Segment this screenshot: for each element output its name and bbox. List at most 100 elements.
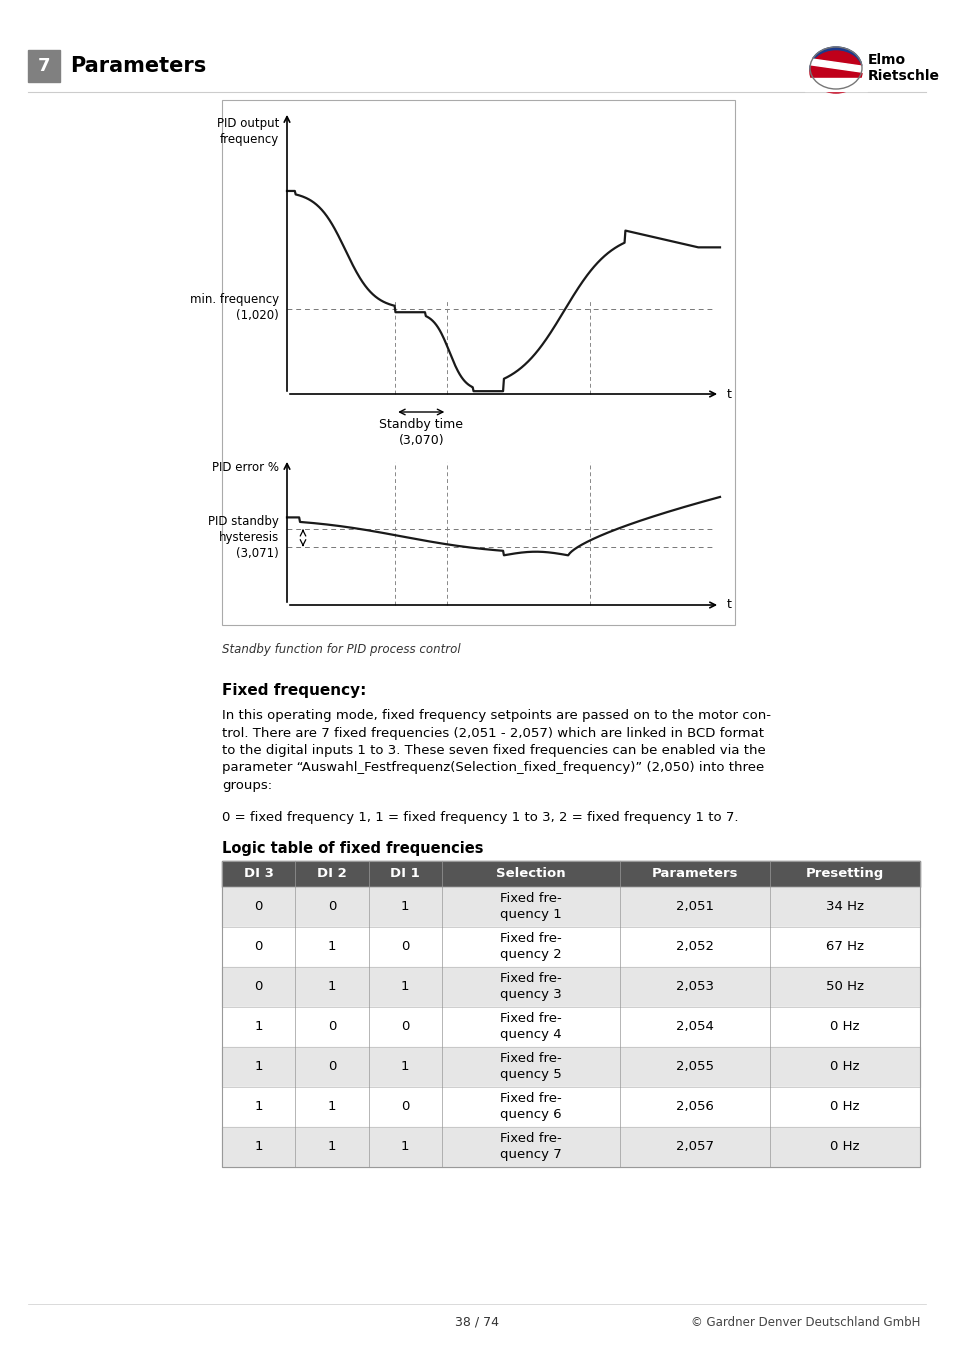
Text: 1: 1: [327, 1139, 335, 1153]
Text: 2,054: 2,054: [676, 1021, 713, 1033]
Text: t: t: [726, 387, 731, 401]
Bar: [222, 860, 919, 1166]
Text: 0: 0: [328, 1021, 335, 1033]
Bar: [222, 860, 295, 887]
Bar: [619, 1007, 769, 1046]
Text: © Gardner Denver Deutschland GmbH: © Gardner Denver Deutschland GmbH: [690, 1315, 919, 1328]
Bar: [619, 887, 769, 926]
Text: 0: 0: [254, 940, 263, 953]
Text: 7: 7: [38, 57, 51, 76]
Bar: [619, 1046, 769, 1087]
Bar: [295, 967, 368, 1007]
Bar: [769, 1087, 919, 1126]
Text: t: t: [726, 598, 731, 612]
Bar: [222, 1126, 295, 1166]
Bar: [619, 1126, 769, 1166]
Text: Fixed fre-
quency 1: Fixed fre- quency 1: [499, 892, 561, 921]
Text: 2,057: 2,057: [675, 1139, 713, 1153]
Text: Fixed fre-
quency 4: Fixed fre- quency 4: [499, 1012, 561, 1041]
Text: groups:: groups:: [222, 779, 272, 792]
Text: 1: 1: [400, 1139, 409, 1153]
Bar: [368, 1046, 441, 1087]
Text: 0: 0: [254, 900, 263, 913]
Text: 1: 1: [400, 1060, 409, 1073]
Bar: [295, 926, 368, 967]
Bar: [769, 860, 919, 887]
Bar: [441, 926, 619, 967]
Text: 0 Hz: 0 Hz: [829, 1060, 859, 1073]
Text: Elmo: Elmo: [867, 53, 905, 68]
Text: Fixed fre-
quency 3: Fixed fre- quency 3: [499, 972, 561, 1000]
Bar: [441, 1046, 619, 1087]
Bar: [222, 967, 295, 1007]
Text: 1: 1: [327, 980, 335, 994]
Text: DI 3: DI 3: [243, 867, 274, 880]
Text: 0: 0: [328, 1060, 335, 1073]
Bar: [368, 1007, 441, 1046]
Text: 38 / 74: 38 / 74: [455, 1315, 498, 1328]
Text: trol. There are 7 fixed frequencies (2,051 - 2,057) which are linked in BCD form: trol. There are 7 fixed frequencies (2,0…: [222, 726, 763, 740]
Text: DI 2: DI 2: [316, 867, 347, 880]
Bar: [441, 967, 619, 1007]
Text: Standby time
(3,070): Standby time (3,070): [379, 418, 463, 447]
Bar: [295, 1126, 368, 1166]
Bar: [222, 100, 734, 625]
Text: 0: 0: [328, 900, 335, 913]
Text: PID error %: PID error %: [212, 460, 278, 474]
Text: 2,053: 2,053: [675, 980, 713, 994]
Text: min. frequency
(1,020): min. frequency (1,020): [190, 293, 278, 321]
Bar: [441, 887, 619, 926]
Bar: [295, 1007, 368, 1046]
Text: DI 1: DI 1: [390, 867, 419, 880]
Bar: [441, 1087, 619, 1126]
Bar: [619, 926, 769, 967]
Text: PID standby
hysteresis
(3,071): PID standby hysteresis (3,071): [208, 516, 278, 560]
Text: Rietschle: Rietschle: [867, 69, 939, 82]
Text: Fixed fre-
quency 7: Fixed fre- quency 7: [499, 1133, 561, 1161]
Text: 0: 0: [254, 980, 263, 994]
Bar: [619, 1087, 769, 1126]
Text: Logic table of fixed frequencies: Logic table of fixed frequencies: [222, 841, 483, 856]
Bar: [619, 967, 769, 1007]
Bar: [769, 1046, 919, 1087]
Text: Standby function for PID process control: Standby function for PID process control: [222, 643, 460, 656]
Text: Fixed fre-
quency 6: Fixed fre- quency 6: [499, 1092, 561, 1120]
Bar: [769, 926, 919, 967]
Text: parameter “Auswahl_Festfrequenz(Selection_fixed_frequency)” (2,050) into three: parameter “Auswahl_Festfrequenz(Selectio…: [222, 761, 763, 775]
Bar: [222, 926, 295, 967]
Bar: [368, 887, 441, 926]
Bar: [222, 1046, 295, 1087]
Bar: [368, 967, 441, 1007]
Text: 0: 0: [400, 1100, 409, 1112]
Text: 2,051: 2,051: [675, 900, 713, 913]
Text: 0 Hz: 0 Hz: [829, 1139, 859, 1153]
Ellipse shape: [809, 51, 862, 93]
Text: Fixed fre-
quency 2: Fixed fre- quency 2: [499, 933, 561, 961]
Text: 0 Hz: 0 Hz: [829, 1021, 859, 1033]
Bar: [769, 1007, 919, 1046]
Text: 1: 1: [254, 1060, 263, 1073]
Bar: [368, 860, 441, 887]
Bar: [222, 887, 295, 926]
Bar: [368, 1126, 441, 1166]
Text: Presetting: Presetting: [805, 867, 883, 880]
Text: Selection: Selection: [496, 867, 565, 880]
Text: PID output
frequency: PID output frequency: [216, 117, 278, 146]
Bar: [28, 50, 60, 82]
Text: In this operating mode, fixed frequency setpoints are passed on to the motor con: In this operating mode, fixed frequency …: [222, 709, 770, 722]
Text: 1: 1: [327, 940, 335, 953]
Bar: [368, 926, 441, 967]
Text: 2,055: 2,055: [675, 1060, 713, 1073]
Bar: [441, 1126, 619, 1166]
Text: 0: 0: [400, 1021, 409, 1033]
Text: to the digital inputs 1 to 3. These seven fixed frequencies can be enabled via t: to the digital inputs 1 to 3. These seve…: [222, 744, 765, 757]
Text: 2,052: 2,052: [675, 940, 713, 953]
Text: 0: 0: [400, 940, 409, 953]
Text: 1: 1: [327, 1100, 335, 1112]
Bar: [368, 1087, 441, 1126]
Bar: [222, 1087, 295, 1126]
Bar: [441, 1007, 619, 1046]
Text: 0 = fixed frequency 1, 1 = fixed frequency 1 to 3, 2 = fixed frequency 1 to 7.: 0 = fixed frequency 1, 1 = fixed frequen…: [222, 810, 738, 824]
Text: 67 Hz: 67 Hz: [825, 940, 863, 953]
Text: 0 Hz: 0 Hz: [829, 1100, 859, 1112]
